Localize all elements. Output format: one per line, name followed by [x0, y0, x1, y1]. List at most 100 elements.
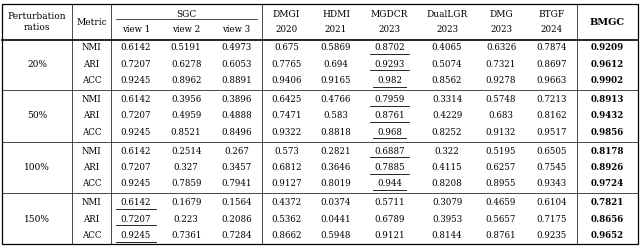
Text: 0.5748: 0.5748 [486, 95, 516, 104]
Text: DMG: DMG [489, 9, 513, 19]
Text: 0.7471: 0.7471 [271, 111, 301, 120]
Text: 0.3956: 0.3956 [171, 95, 201, 104]
Text: 0.8162: 0.8162 [536, 111, 566, 120]
Text: 0.7885: 0.7885 [374, 163, 405, 172]
Text: 0.6812: 0.6812 [271, 163, 301, 172]
Text: 0.1679: 0.1679 [171, 198, 202, 207]
Text: 0.8178: 0.8178 [591, 147, 624, 156]
Text: NMI: NMI [82, 43, 101, 53]
Text: 0.9902: 0.9902 [591, 76, 624, 85]
Text: 0.6104: 0.6104 [536, 198, 566, 207]
Text: 50%: 50% [27, 111, 47, 120]
Text: 2023: 2023 [436, 26, 458, 34]
Text: HDMI: HDMI [322, 9, 350, 19]
Text: 0.9517: 0.9517 [536, 128, 566, 137]
Text: 0.7821: 0.7821 [591, 198, 624, 207]
Text: 0.9278: 0.9278 [486, 76, 516, 85]
Text: 0.7874: 0.7874 [536, 43, 566, 53]
Text: 0.5074: 0.5074 [432, 60, 462, 69]
Text: 0.4959: 0.4959 [171, 111, 202, 120]
Text: 0.4372: 0.4372 [271, 198, 301, 207]
Text: NMI: NMI [82, 147, 101, 156]
Text: 0.4973: 0.4973 [221, 43, 252, 53]
Text: 0.7941: 0.7941 [221, 179, 252, 188]
Text: 0.3953: 0.3953 [432, 215, 462, 224]
Text: 0.8697: 0.8697 [536, 60, 566, 69]
Text: 0.9652: 0.9652 [591, 231, 624, 240]
Text: 0.6053: 0.6053 [221, 60, 252, 69]
Text: 0.7175: 0.7175 [536, 215, 566, 224]
Text: 0.5711: 0.5711 [374, 198, 405, 207]
Text: 0.8702: 0.8702 [374, 43, 405, 53]
Text: ARI: ARI [83, 163, 99, 172]
Text: 0.944: 0.944 [377, 179, 402, 188]
Text: 0.8926: 0.8926 [591, 163, 624, 172]
Text: 0.327: 0.327 [173, 163, 198, 172]
Text: 0.3079: 0.3079 [432, 198, 462, 207]
Text: 0.7321: 0.7321 [486, 60, 516, 69]
Text: 0.583: 0.583 [324, 111, 348, 120]
Text: 0.9235: 0.9235 [536, 231, 566, 240]
Text: 0.9132: 0.9132 [486, 128, 516, 137]
Text: DualLGR: DualLGR [426, 9, 468, 19]
Text: 0.7545: 0.7545 [536, 163, 566, 172]
Text: 0.5869: 0.5869 [321, 43, 351, 53]
Text: 0.694: 0.694 [324, 60, 348, 69]
Text: 0.6278: 0.6278 [171, 60, 202, 69]
Text: ACC: ACC [82, 179, 101, 188]
Text: 2024: 2024 [540, 26, 563, 34]
Text: 0.8144: 0.8144 [432, 231, 462, 240]
Text: 20%: 20% [27, 60, 47, 69]
Text: 0.8891: 0.8891 [221, 76, 252, 85]
Text: 0.7361: 0.7361 [171, 231, 202, 240]
Text: 0.7284: 0.7284 [221, 231, 252, 240]
Text: 0.968: 0.968 [377, 128, 402, 137]
Text: BMGC: BMGC [589, 18, 625, 27]
Text: 0.1564: 0.1564 [221, 198, 252, 207]
Text: 0.4229: 0.4229 [432, 111, 462, 120]
Text: 0.8252: 0.8252 [432, 128, 462, 137]
Text: 0.6505: 0.6505 [536, 147, 566, 156]
Text: 0.982: 0.982 [377, 76, 402, 85]
Text: 0.9406: 0.9406 [271, 76, 301, 85]
Text: 0.9663: 0.9663 [536, 76, 566, 85]
Text: 0.0374: 0.0374 [321, 198, 351, 207]
Text: 0.8656: 0.8656 [591, 215, 624, 224]
Text: 0.6425: 0.6425 [271, 95, 301, 104]
Text: 0.8521: 0.8521 [171, 128, 202, 137]
Text: ARI: ARI [83, 215, 99, 224]
Text: 0.9343: 0.9343 [536, 179, 566, 188]
Text: 0.9209: 0.9209 [591, 43, 624, 53]
Text: 0.3646: 0.3646 [321, 163, 351, 172]
Text: 0.5948: 0.5948 [321, 231, 351, 240]
Text: 0.5362: 0.5362 [271, 215, 301, 224]
Text: 0.9245: 0.9245 [120, 128, 151, 137]
Text: 0.4065: 0.4065 [432, 43, 462, 53]
Text: 0.9165: 0.9165 [321, 76, 351, 85]
Text: 0.223: 0.223 [173, 215, 198, 224]
Text: 0.573: 0.573 [274, 147, 299, 156]
Text: 0.9245: 0.9245 [120, 76, 151, 85]
Text: 0.2514: 0.2514 [171, 147, 202, 156]
Text: 0.9856: 0.9856 [591, 128, 624, 137]
Text: 100%: 100% [24, 163, 50, 172]
Text: 0.0441: 0.0441 [321, 215, 351, 224]
Text: 0.8818: 0.8818 [321, 128, 351, 137]
Text: 0.8761: 0.8761 [374, 111, 405, 120]
Text: 0.6142: 0.6142 [120, 147, 151, 156]
Text: 0.9127: 0.9127 [271, 179, 301, 188]
Text: Perturbation
ratios: Perturbation ratios [8, 12, 67, 32]
Text: ACC: ACC [82, 128, 101, 137]
Text: MGDCR: MGDCR [371, 9, 408, 19]
Text: 0.6142: 0.6142 [120, 198, 151, 207]
Text: 0.675: 0.675 [274, 43, 299, 53]
Text: 0.9432: 0.9432 [591, 111, 624, 120]
Text: 0.8662: 0.8662 [271, 231, 301, 240]
Text: 0.6142: 0.6142 [120, 43, 151, 53]
Text: 0.8562: 0.8562 [432, 76, 462, 85]
Text: 0.2821: 0.2821 [321, 147, 351, 156]
Text: view 3: view 3 [223, 26, 250, 34]
Text: 0.6257: 0.6257 [486, 163, 516, 172]
Text: 2020: 2020 [275, 26, 298, 34]
Text: BTGF: BTGF [538, 9, 564, 19]
